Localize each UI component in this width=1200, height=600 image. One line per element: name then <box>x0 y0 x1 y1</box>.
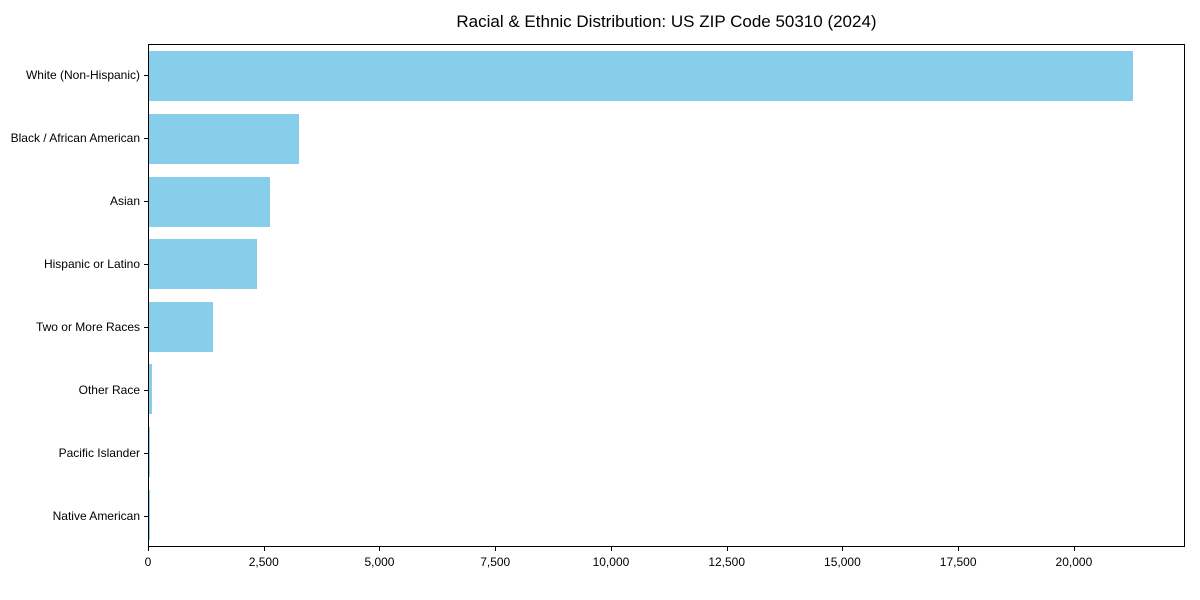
x-axis-tick <box>958 547 960 551</box>
bar-black-african-american <box>149 113 300 164</box>
bar-row <box>149 483 1184 546</box>
x-axis-tick <box>1073 547 1075 551</box>
x-axis-tick-label: 12,500 <box>708 555 746 569</box>
y-axis-tick <box>144 389 148 391</box>
x-axis-tick <box>842 547 844 551</box>
x-axis-tick <box>379 547 381 551</box>
x-axis: 0 2,500 5,000 7,500 10,000 12,500 15,000 17,500… <box>144 547 1185 581</box>
y-axis-label: Hispanic or Latino <box>43 257 140 272</box>
x-axis-tick-label: 0 <box>144 555 152 569</box>
bar-hispanic-or-latino <box>149 239 258 290</box>
x-axis-tick <box>610 547 612 551</box>
y-axis-labels: White (Non-Hispanic) Black / African Amer… <box>0 44 140 547</box>
x-axis-tick-label: 10,000 <box>592 555 630 569</box>
y-axis-label: Other Race <box>78 382 140 397</box>
y-axis-tick <box>144 452 148 454</box>
x-axis-tick <box>726 547 728 551</box>
x-axis-tick <box>263 547 265 551</box>
bar-row <box>149 296 1184 359</box>
x-axis-tick-label: 5,000 <box>364 555 395 569</box>
y-axis-tick <box>144 138 148 140</box>
bar-pacific-islander <box>149 427 150 478</box>
y-axis-tick <box>144 515 148 517</box>
bar-white-non-hispanic <box>149 51 1134 102</box>
y-axis-tick <box>144 75 148 77</box>
x-axis-tick-label: 7,500 <box>480 555 511 569</box>
x-axis-tick <box>495 547 497 551</box>
x-axis-tick-label: 17,500 <box>939 555 977 569</box>
y-axis-label: Asian <box>109 194 140 209</box>
x-axis-tick-label: 15,000 <box>824 555 861 569</box>
y-axis-label: Two or More Races <box>35 319 140 334</box>
y-axis-label: Black / African American <box>10 131 140 146</box>
x-axis-tick <box>148 547 149 551</box>
bar-other-race <box>149 364 152 415</box>
chart-title: Racial & Ethnic Distribution: US ZIP Cod… <box>456 12 877 31</box>
bar-two-or-more-races <box>149 301 214 352</box>
bar-row <box>149 233 1184 296</box>
bar-row <box>149 108 1184 171</box>
y-axis-tick <box>144 326 148 328</box>
y-axis-tick <box>144 264 148 266</box>
bar-row <box>149 170 1184 233</box>
bar-asian <box>149 176 271 227</box>
plot-area <box>148 44 1185 547</box>
x-axis-tick-label: 2,500 <box>248 555 279 569</box>
y-axis-label: Native American <box>52 508 140 523</box>
x-axis-tick-label: 20,000 <box>1055 555 1093 569</box>
bar-row <box>149 45 1184 108</box>
bar-row <box>149 421 1184 484</box>
y-axis-label: White (Non-Hispanic) <box>25 68 140 83</box>
bar-row <box>149 358 1184 421</box>
y-axis-label: Pacific Islander <box>58 445 140 460</box>
y-axis-tick <box>144 201 148 203</box>
